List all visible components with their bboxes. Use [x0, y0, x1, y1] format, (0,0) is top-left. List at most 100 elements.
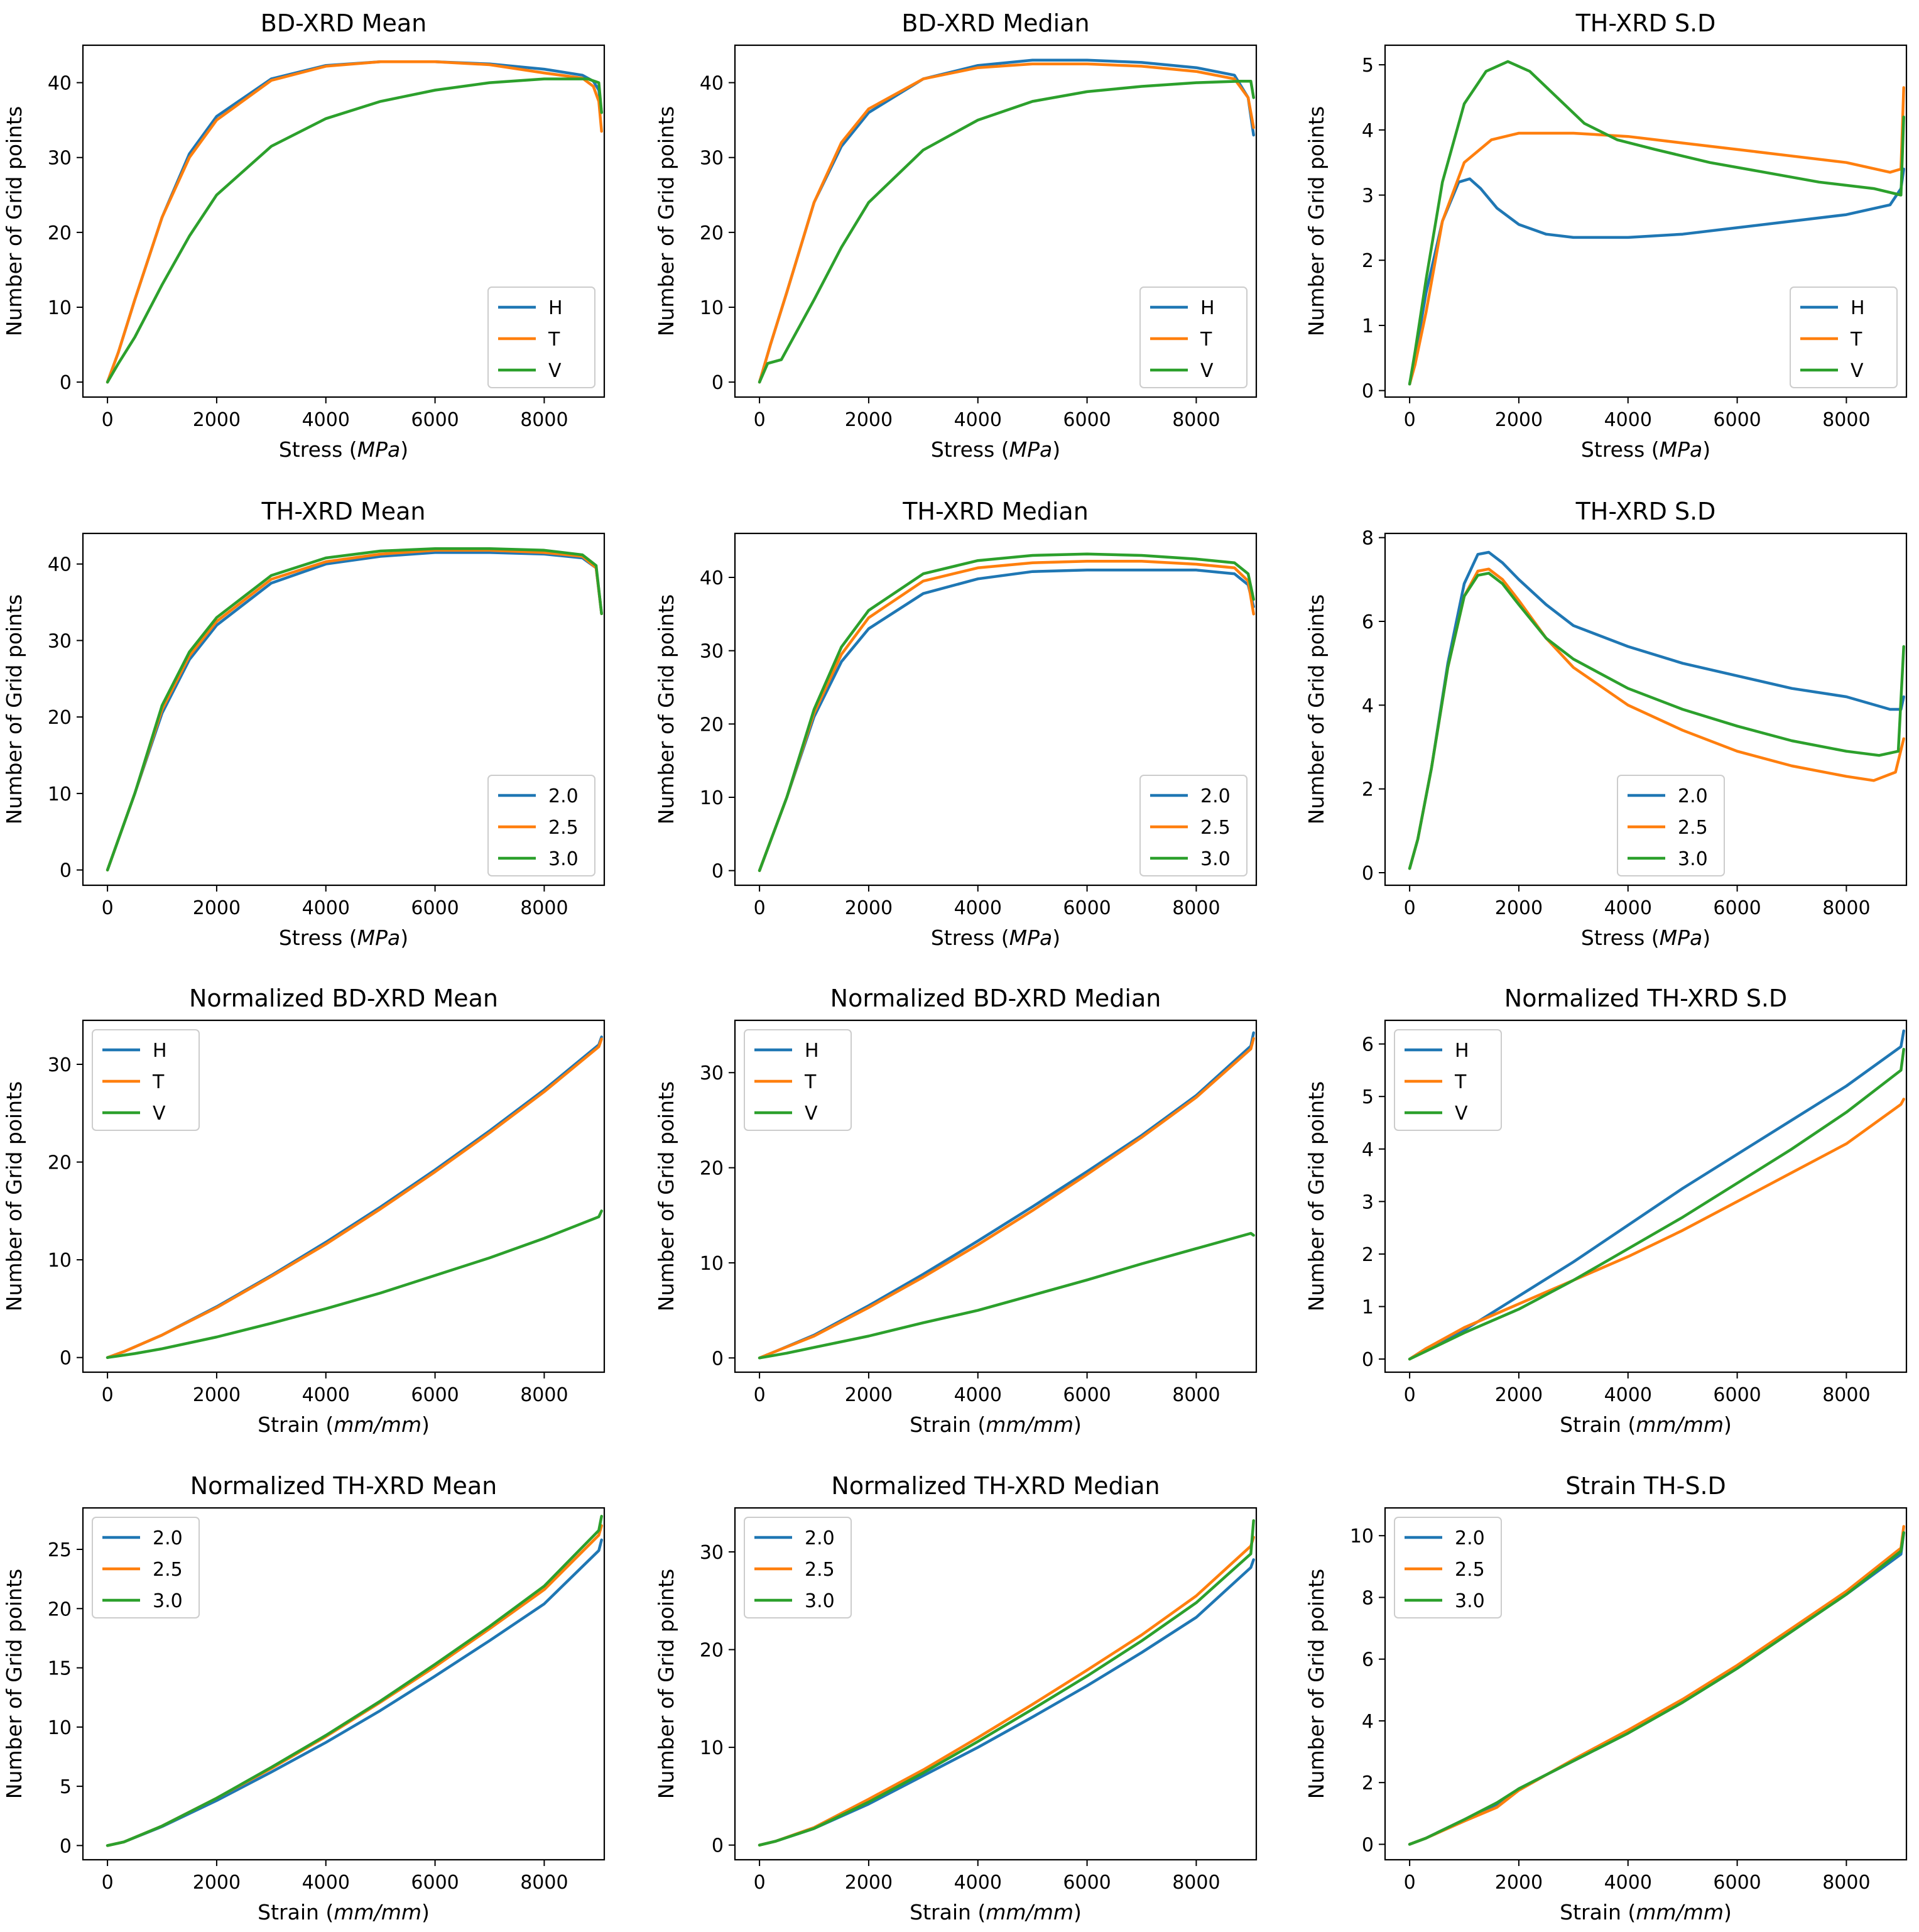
x-axis-label-main: Strain [1560, 1412, 1621, 1437]
y-tick-label: 0 [60, 1835, 72, 1857]
legend-label: H [153, 1040, 167, 1062]
legend-label: V [1851, 360, 1864, 382]
subplot-3: TH-XRD S.D 0 2000 4000 6000 8000 0 1 2 3 4 5 Stress … [1304, 9, 1908, 462]
x-tick-label: 4000 [1604, 1872, 1652, 1894]
subplot-title: TH-XRD Median [902, 498, 1089, 525]
plot-frame [734, 532, 1258, 887]
x-tick-label: 2000 [193, 409, 241, 431]
plot-frame [734, 44, 1258, 398]
y-tick-label: 0 [712, 372, 724, 394]
y-tick-label: 2 [1362, 779, 1374, 801]
plot-frame [1384, 1507, 1908, 1861]
legend-label: 2.5 [548, 817, 579, 839]
y-tick-label: 15 [48, 1658, 72, 1680]
x-axis-label-unit: mm/mm [986, 1900, 1074, 1924]
series-line-T [758, 62, 1255, 384]
y-tick-label: 8 [1362, 1587, 1374, 1609]
legend: HTV [744, 1029, 852, 1131]
y-tick-label: 10 [1350, 1525, 1374, 1547]
subplot-title: BD-XRD Median [901, 9, 1089, 37]
y-tick-label: 10 [700, 1253, 724, 1275]
x-axis-label-main: Stress [279, 437, 342, 462]
x-tick-label: 0 [1404, 1384, 1416, 1406]
x-tick-label: 8000 [1822, 897, 1870, 919]
subplot-2: BD-XRD Median 0 2000 4000 6000 8000 0 10 20 30 40 S… [654, 9, 1258, 462]
legend-label: V [1455, 1103, 1468, 1125]
subplot-title: Normalized BD-XRD Mean [189, 985, 498, 1012]
legend-label: V [548, 360, 562, 382]
y-tick-label: 20 [700, 1640, 724, 1662]
y-axis-label: Number of Grid points [654, 106, 678, 336]
x-tick-label: 8000 [520, 409, 568, 431]
y-tick-label: 10 [700, 297, 724, 319]
y-axis-label: Number of Grid points [2, 1569, 26, 1799]
legend: 2.0 2.5 3.0 [92, 1517, 200, 1618]
y-tick-label: 30 [700, 1062, 724, 1084]
series-line-T [1408, 86, 1905, 386]
x-tick-label: 4000 [954, 1872, 1002, 1894]
x-tick-label: 6000 [1063, 1872, 1111, 1894]
y-tick-label: 0 [60, 372, 72, 394]
x-axis-label: Strain (mm/mm) [910, 1412, 1082, 1437]
legend-label: 2.0 [1455, 1527, 1485, 1549]
x-axis-label-main: Stress [931, 437, 994, 462]
x-axis-label-main: Stress [931, 925, 994, 950]
y-tick-label: 3 [1362, 1191, 1374, 1213]
x-tick-label: 2000 [1495, 897, 1543, 919]
x-axis-label-main: Stress [1581, 925, 1644, 950]
x-tick-label: 0 [754, 409, 766, 431]
y-axis-label: Number of Grid points [2, 1081, 26, 1311]
legend-box [1617, 775, 1725, 876]
x-tick-label: 2000 [193, 1872, 241, 1894]
y-tick-label: 30 [48, 1054, 72, 1076]
subplot-12: Strain TH-S.D 0 2000 4000 6000 8000 0 2 4 6 8 10 Str… [1304, 1472, 1908, 1924]
x-tick-label: 6000 [1713, 1384, 1761, 1406]
plot-frame [734, 1507, 1258, 1861]
legend-label: 3.0 [805, 1590, 835, 1612]
series-line-3.0 [106, 1514, 603, 1847]
x-tick-label: 4000 [954, 897, 1002, 919]
legend: HTV [92, 1029, 200, 1131]
x-axis-label-main: Strain [258, 1900, 319, 1924]
subplot-9: Normalized TH-XRD S.D 0 2000 4000 6000 8000 0 1… [1304, 985, 1908, 1437]
x-tick-label: 6000 [1063, 1384, 1111, 1406]
x-axis-label-unit: mm/mm [986, 1412, 1074, 1437]
x-axis-label-unit: mm/mm [334, 1412, 421, 1437]
subplot-1: BD-XRD Mean 0 2000 4000 6000 8000 0 10 20 30 40 Str… [2, 9, 606, 462]
x-axis-label-main: Strain [910, 1900, 971, 1924]
legend-label: V [805, 1103, 818, 1125]
legend-label: 2.0 [805, 1527, 835, 1549]
legend-box [92, 1517, 200, 1618]
subplot-title: Normalized TH-XRD Median [831, 1472, 1160, 1500]
legend-label: T [152, 1071, 165, 1093]
legend-box [744, 1517, 852, 1618]
subplot-5: TH-XRD Median 0 2000 4000 6000 8000 0 10 20 30 40 S… [654, 498, 1258, 950]
legend-label: T [804, 1071, 817, 1093]
x-tick-label: 8000 [1822, 1384, 1870, 1406]
x-tick-label: 6000 [411, 409, 459, 431]
subplot-11: Normalized TH-XRD Median 0 2000 4000 6000 800… [654, 1472, 1258, 1924]
series-line-H [1408, 1029, 1905, 1361]
x-axis-label-unit: mm/mm [1636, 1900, 1724, 1924]
legend-box [1394, 1029, 1502, 1131]
x-tick-label: 4000 [302, 897, 350, 919]
legend: 2.0 2.5 3.0 [744, 1517, 852, 1618]
x-tick-label: 0 [102, 1384, 114, 1406]
x-tick-label: 6000 [1713, 897, 1761, 919]
y-tick-label: 10 [48, 783, 72, 805]
legend-label: T [1200, 329, 1212, 351]
x-tick-label: 4000 [1604, 897, 1652, 919]
series-line-V [758, 79, 1255, 384]
y-axis-label: Number of Grid points [1304, 1569, 1329, 1799]
x-tick-label: 4000 [302, 409, 350, 431]
x-tick-label: 2000 [845, 897, 893, 919]
y-tick-label: 0 [60, 860, 72, 882]
y-tick-label: 6 [1362, 1034, 1374, 1056]
x-axis-label: Strain (mm/mm) [910, 1900, 1082, 1924]
y-tick-label: 40 [48, 73, 72, 95]
y-tick-label: 2 [1362, 1244, 1374, 1266]
legend-label: V [153, 1103, 166, 1125]
x-axis-label: Strain (mm/mm) [258, 1900, 430, 1924]
x-tick-label: 2000 [1495, 409, 1543, 431]
legend-label: 2.5 [805, 1559, 835, 1581]
